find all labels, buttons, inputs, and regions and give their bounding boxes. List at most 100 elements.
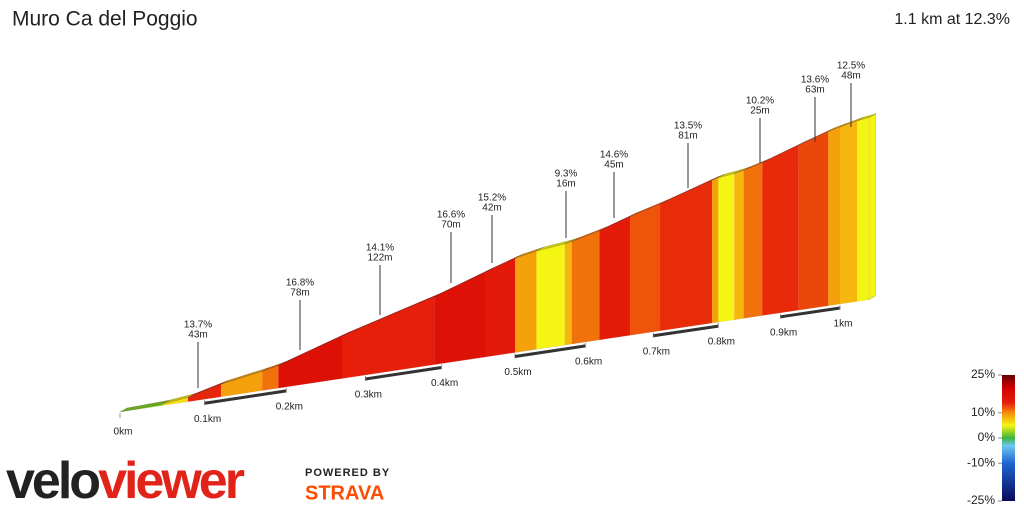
annotation-length: 122m <box>367 253 392 264</box>
segment-top-shade <box>262 361 286 372</box>
gradient-segment <box>162 397 188 406</box>
segment-top-shade <box>120 400 170 412</box>
annotation-gradient: 12.5% <box>837 61 865 72</box>
logo: veloviewer <box>6 452 245 510</box>
annotation-gradient: 13.6% <box>801 75 829 86</box>
powered-by: POWERED BY <box>305 467 390 479</box>
logo-part: viewer <box>98 452 245 510</box>
segment-top-shade <box>712 173 726 181</box>
annotation-length: 25m <box>750 106 769 117</box>
profile-end <box>868 112 877 301</box>
x-tick-label: 0.2km <box>276 402 303 413</box>
gradient-segment <box>743 162 763 319</box>
gradient-segment <box>734 170 744 320</box>
segment-top-shade <box>341 292 442 337</box>
segment-top-shade <box>162 393 195 405</box>
annotation-length: 16m <box>556 179 575 190</box>
annotation-gradient: 13.7% <box>184 320 212 331</box>
segment-top <box>857 113 876 122</box>
annotation-gradient: 14.1% <box>366 243 394 254</box>
distance-band <box>365 366 442 381</box>
gradient-segment <box>840 120 858 304</box>
legend-tick-label: -10% <box>967 455 995 469</box>
segment-top-shade <box>762 141 806 163</box>
strava-logo: STRAVA <box>305 482 384 504</box>
gradient-segment <box>599 216 630 340</box>
gradient-segment <box>718 173 735 323</box>
segment-top-shade <box>564 237 579 244</box>
segment-top-shade <box>840 116 865 128</box>
segment-top-shade <box>629 200 668 217</box>
gradient-segment <box>828 127 840 306</box>
distance-band <box>653 324 719 338</box>
segment-top-shade <box>221 367 270 385</box>
gradient-segment <box>485 258 515 357</box>
gradient-segment <box>564 241 572 346</box>
x-tick-label: 0.8km <box>708 337 735 348</box>
gradient-segment <box>341 296 435 379</box>
gradient-segment <box>536 243 565 350</box>
legend-tick-label: 10% <box>971 405 995 419</box>
x-tick-label: 0.9km <box>770 327 797 338</box>
segment-top-shade <box>718 169 742 178</box>
chart-title: Muro Ca del Poggio <box>12 8 198 31</box>
segment-top-shade <box>485 254 522 272</box>
gradient-segment <box>278 336 342 389</box>
annotation-length: 48m <box>841 71 860 82</box>
distance-band <box>204 389 287 405</box>
gradient-segment <box>515 251 537 353</box>
annotation-length: 70m <box>441 220 460 231</box>
annotation-length: 45m <box>604 160 623 171</box>
x-tick-label: 0.4km <box>431 378 458 389</box>
segment-top-shade <box>857 113 876 121</box>
logo-part: velo <box>6 452 99 510</box>
segment-top-shade <box>734 166 751 174</box>
x-tick-label: 0.7km <box>643 346 670 357</box>
gradient-segment <box>187 384 222 402</box>
annotation-length: 63m <box>805 85 824 96</box>
gradient-segment <box>762 145 799 316</box>
gradient-segment <box>712 177 719 324</box>
annotation-length: 81m <box>678 131 697 142</box>
distance-band <box>780 306 841 319</box>
gradient-segment <box>798 131 829 311</box>
gradient-segment <box>571 231 600 345</box>
legend-tick-label: 25% <box>971 367 995 381</box>
segment-top-shade <box>660 176 720 205</box>
segment-top-shade <box>798 127 836 146</box>
legend-tick-label: -25% <box>967 493 995 507</box>
annotation-gradient: 16.8% <box>286 278 314 289</box>
x-tick-label: 0.1km <box>194 414 221 425</box>
segment-top-shade <box>434 267 493 297</box>
distance-band <box>514 344 586 358</box>
annotation-length: 42m <box>482 203 501 214</box>
segment-top-shade <box>743 158 770 171</box>
annotation-gradient: 16.6% <box>437 210 465 221</box>
gradient-segment <box>120 404 163 412</box>
x-tick-label: 0.3km <box>355 390 382 401</box>
segment-top-shade <box>187 380 229 398</box>
gradient-segment <box>221 371 263 397</box>
gradient-segment <box>660 180 713 331</box>
chart-subtitle: 1.1 km at 12.3% <box>894 11 1010 28</box>
segment-top-shade <box>278 332 349 366</box>
legend-tick-label: 0% <box>978 430 996 444</box>
gradient-segment <box>629 204 661 336</box>
x-tick-label: 0.5km <box>504 367 531 378</box>
legend-bar <box>1002 375 1015 501</box>
annotation-gradient: 15.2% <box>478 193 506 204</box>
segment-top-shade <box>571 227 607 242</box>
x-tick-label: 0km <box>114 427 133 438</box>
segment-top-shade <box>515 247 544 259</box>
annotation-gradient: 9.3% <box>555 169 578 180</box>
x-tick-label: 1km <box>834 319 853 330</box>
segment-top-shade <box>536 239 572 252</box>
annotation-gradient: 13.5% <box>674 121 702 132</box>
segment-top-shade <box>599 212 637 232</box>
x-tick-label: 0.6km <box>575 357 602 368</box>
gradient-segment <box>434 271 486 365</box>
annotation-gradient: 14.6% <box>600 150 628 161</box>
segment-top-shade <box>828 123 847 132</box>
annotation-length: 43m <box>188 330 207 341</box>
